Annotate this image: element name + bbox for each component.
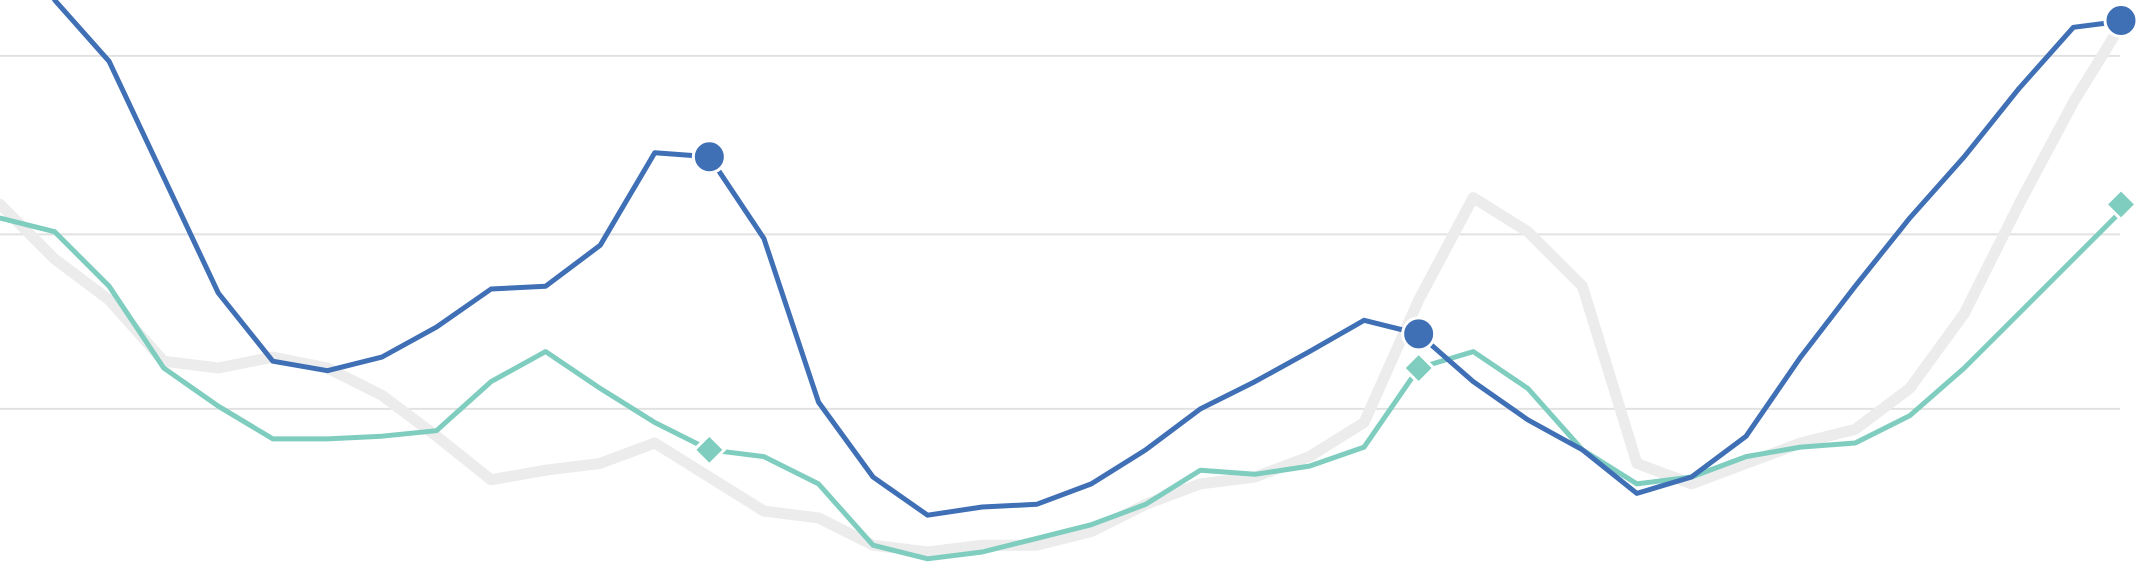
series-line [0, 8, 2134, 558]
point-marker [1401, 316, 1437, 352]
series-line [52, 0, 2131, 518]
point-marker [691, 139, 727, 175]
point-marker [2103, 187, 2139, 222]
point-marker [1401, 350, 1436, 386]
point-marker [692, 432, 727, 467]
point-marker [2103, 2, 2139, 38]
series-line [0, 201, 2131, 562]
